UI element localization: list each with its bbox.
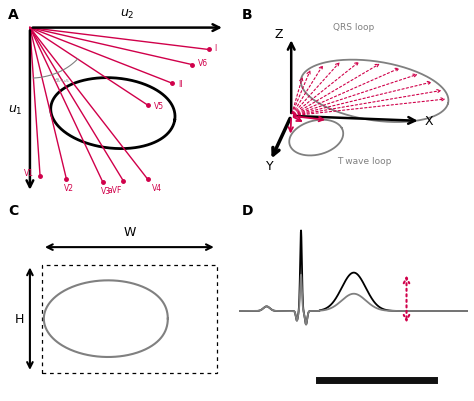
Text: $\theta_{v1v5}$: $\theta_{v1v5}$ (54, 75, 70, 84)
Text: A: A (8, 8, 18, 22)
Text: B: B (241, 8, 252, 22)
Text: II: II (178, 79, 182, 89)
Bar (42, 265, 217, 373)
Text: QRS loop: QRS loop (333, 23, 374, 32)
Text: $u_1$: $u_1$ (9, 103, 23, 117)
Text: Y: Y (266, 160, 274, 173)
Text: aVF: aVF (107, 185, 121, 194)
Text: V4: V4 (152, 184, 162, 192)
Text: I: I (215, 44, 217, 53)
Text: $u_2$: $u_2$ (120, 8, 135, 21)
Text: V6: V6 (199, 59, 209, 68)
Text: T wave loop: T wave loop (337, 156, 392, 165)
Text: V2: V2 (64, 184, 74, 192)
Text: W: W (123, 226, 136, 239)
Text: V5: V5 (154, 101, 164, 110)
Text: V3: V3 (101, 187, 111, 196)
Text: C: C (8, 204, 18, 218)
Text: Z: Z (274, 28, 283, 41)
Text: V1: V1 (24, 168, 34, 178)
Text: H: H (15, 312, 25, 325)
Text: X: X (425, 115, 433, 128)
Text: D: D (241, 204, 253, 218)
